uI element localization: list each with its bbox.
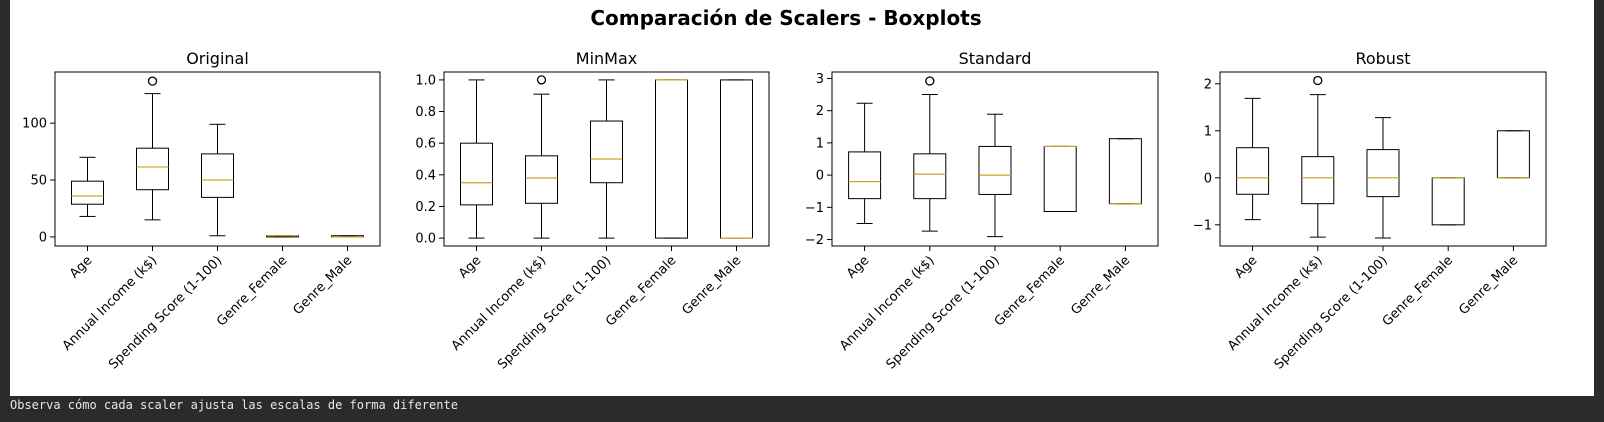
x-tick-label: Age [67,253,95,281]
x-tick-label: Age [456,253,484,281]
box-iqr [1366,149,1400,198]
subplot-title: Robust [1355,49,1410,68]
box-annual-income-k- [1301,75,1335,238]
y-tick-label: 0 [816,169,824,184]
axes-frame [1219,71,1547,247]
y-tick-label: −1 [805,201,824,216]
box-iqr [978,145,1012,195]
box-iqr [201,153,234,198]
box-spending-score-1-100- [978,113,1012,238]
box-iqr [136,147,169,191]
window-frame-right [1594,0,1604,422]
x-tick-label: Genre_Female [992,253,1068,329]
y-tick-label: 0 [39,230,47,245]
box-iqr [913,153,947,200]
box-iqr [1043,145,1077,213]
y-tick-label: 0.0 [415,232,436,247]
outlier-point [1313,75,1323,86]
y-tick-label: 0.2 [415,200,436,215]
y-tick-label: 2 [1204,77,1212,92]
status-message: Observa cómo cada scaler ajusta las esca… [10,398,458,412]
subplot-title: Original [186,49,249,68]
x-tick-label: Genre_Female [603,253,679,329]
x-tick-label: Age [844,253,872,281]
box-spending-score-1-100- [1366,117,1400,239]
axes-frame [443,71,770,247]
y-tick-label: 0.8 [415,105,436,120]
x-tick-label: Spending Score (1-100) [106,253,225,372]
box-genre-male [720,79,753,239]
x-tick-label: Genre_Male [680,253,745,318]
box-age [460,79,493,239]
subplot-title: Standard [959,49,1032,68]
box-iqr [71,180,104,205]
x-tick-label: Genre_Male [1068,253,1133,318]
y-tick-label: 0.4 [415,168,436,183]
y-tick-label: 1.0 [415,73,436,88]
box-age [71,156,104,217]
y-tick-label: 100 [22,117,47,132]
box-genre-male [331,235,364,238]
x-tick-label: Age [1232,253,1260,281]
box-genre-female [655,79,688,239]
x-tick-label: Spending Score (1-100) [1272,253,1391,372]
outlier-point [925,76,935,86]
x-tick-label: Genre_Female [1380,253,1456,329]
y-tick-label: −2 [805,233,824,248]
box-iqr [1108,138,1142,205]
box-iqr [1236,147,1270,195]
x-tick-label: Genre_Male [1456,253,1521,318]
y-tick-label: 0.6 [415,137,436,152]
x-tick-label: Genre_Male [291,253,356,318]
axes-frame [54,71,381,247]
subplot-title: MinMax [576,49,637,68]
box-iqr [1496,130,1530,179]
box-iqr [590,120,623,184]
x-tick-label: Genre_Female [214,253,290,329]
box-iqr [1301,156,1335,205]
box-spending-score-1-100- [201,123,234,237]
box-annual-income-k- [913,76,947,232]
window-frame-left [0,0,10,422]
box-genre-female [1043,145,1077,213]
x-tick-label: Spending Score (1-100) [495,253,614,372]
outlier-point [536,75,547,85]
box-age [848,102,882,224]
y-tick-label: 50 [30,174,47,189]
box-iqr [1431,177,1465,226]
outlier-point [147,76,158,86]
box-iqr [525,155,558,204]
box-iqr [720,79,753,239]
box-genre-female [266,235,299,238]
x-tick-label: Spending Score (1-100) [884,253,1003,372]
figure-suptitle: Comparación de Scalers - Boxplots [590,6,981,30]
axes-frame [831,71,1159,247]
y-tick-label: 1 [1204,124,1212,139]
y-tick-label: 3 [816,72,824,87]
box-annual-income-k- [525,75,558,239]
boxplot-figure: Comparación de Scalers - Boxplots Origin… [22,6,1547,373]
box-genre-male [1496,130,1530,179]
box-spending-score-1-100- [590,79,623,239]
box-age [1236,97,1270,221]
y-tick-label: 2 [816,104,824,119]
box-iqr [848,151,882,200]
box-iqr [460,142,493,206]
y-tick-label: −1 [1193,218,1212,233]
box-genre-female [1431,177,1465,226]
y-tick-label: 1 [816,136,824,151]
box-genre-male [1108,138,1142,205]
box-iqr [655,79,688,239]
box-annual-income-k- [136,76,169,221]
y-tick-label: 0 [1204,171,1212,186]
figure-canvas: Comparación de Scalers - Boxplots Origin… [10,0,1594,396]
